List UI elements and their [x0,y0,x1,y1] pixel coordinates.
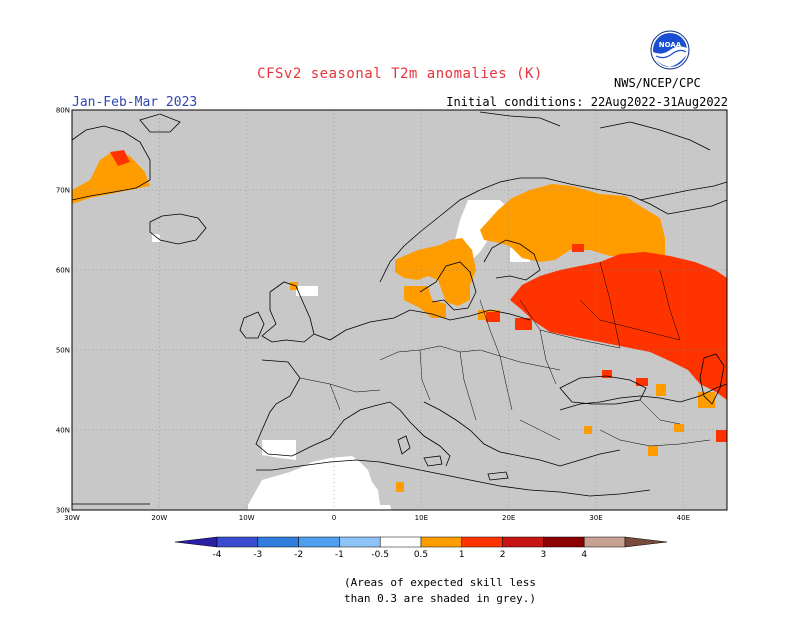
latitude-tick-label: 60N [56,267,70,275]
country-borders [299,261,711,447]
longitude-tick-label: 0 [332,514,336,522]
orange-anomaly-areas [72,152,715,492]
longitude-tick-label: 30E [589,514,602,522]
latitude-tick-labels: 30N 40N 50N 60N 70N 80N [56,107,70,515]
latitude-tick-label: 30N [56,507,70,515]
coastlines [72,111,727,505]
longitude-tick-label: 10W [239,514,255,522]
agency-label: NWS/NCEP/CPC [614,76,701,90]
longitude-tick-label: 20W [151,514,167,522]
svg-text:NOAA: NOAA [659,41,682,49]
footnote-line-2: than 0.3 are shaded in grey.) [343,592,537,605]
season-label: Jan-Feb-Mar 2023 [72,95,198,110]
longitude-tick-label: 10E [415,514,428,522]
longitude-tick-label: 40E [677,514,690,522]
footnote-line-1: (Areas of expected skill less [343,576,537,589]
longitude-tick-label: 30W [64,514,80,522]
latitude-tick-label: 70N [56,187,70,195]
noaa-logo-icon: NOAA [650,30,690,70]
latitude-tick-label: 40N [56,427,70,435]
latitude-tick-label: 50N [56,347,70,355]
longitude-tick-labels: 30W 20W 10W 0 10E 20E 30E 40E [64,514,690,522]
latitude-tick-label: 80N [56,107,70,115]
longitude-tick-label: 20E [502,514,515,522]
chart-title: CFSv2 seasonal T2m anomalies (K) [257,66,543,82]
graticule [72,110,727,510]
map-frame [71,109,728,511]
initial-conditions-label: Initial conditions: 22Aug2022-31Aug2022 [446,95,728,109]
